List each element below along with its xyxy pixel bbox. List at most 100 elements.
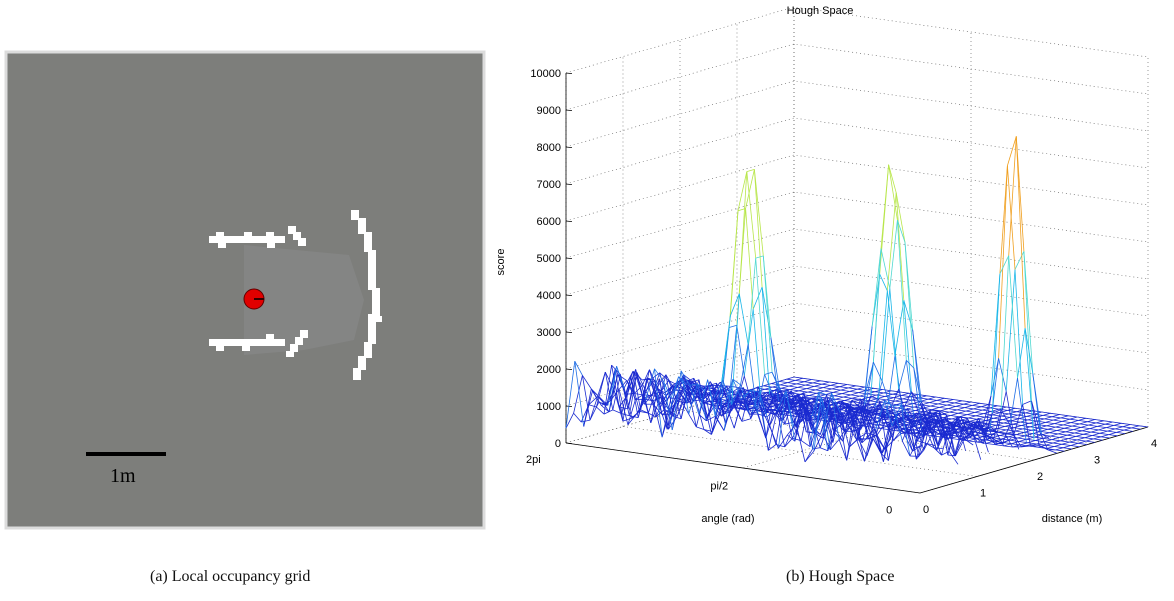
surface-edge (971, 430, 982, 460)
surface-edge (923, 433, 934, 451)
surface-edge (965, 408, 974, 412)
surface-edge (960, 416, 970, 436)
surface-edge (640, 409, 649, 414)
surface-edge (604, 372, 614, 410)
surface-edge (964, 405, 973, 408)
surface-edge (885, 355, 896, 418)
surface-edge (821, 396, 831, 450)
surface-edge (745, 208, 754, 310)
surface-edge (846, 420, 856, 461)
surface-edge (698, 413, 707, 422)
occupancy-grid-image: 1m (4, 50, 486, 530)
surface-edge (884, 400, 893, 427)
surface-edge (1071, 423, 1080, 427)
surface-edge (1079, 421, 1088, 425)
surface-edge (651, 395, 661, 398)
surface-edge (1015, 430, 1025, 433)
surface-edge (811, 379, 821, 382)
surface-edge (702, 397, 712, 435)
surface-edge (807, 391, 817, 394)
surface-edge (689, 379, 700, 384)
surface-edge (752, 286, 763, 310)
surface-edge (874, 381, 883, 409)
wall-segment-right (368, 314, 376, 344)
surface-edge (1044, 416, 1053, 420)
surface-edge (1030, 444, 1040, 446)
surface-edge (830, 385, 840, 388)
surface-edge (1087, 421, 1097, 424)
surface-edge (974, 409, 983, 413)
surface-edge (977, 441, 987, 444)
surface-edge (712, 412, 721, 432)
surface-edge (1116, 432, 1126, 434)
surface-edge (944, 397, 954, 400)
surface-edge (1107, 430, 1117, 433)
surface-edge (1039, 432, 1049, 451)
surface-edge (684, 377, 694, 383)
surface-edge (1078, 417, 1087, 421)
surface-edge (1083, 431, 1092, 435)
surface-edge (651, 378, 660, 396)
surface-edge (864, 326, 873, 398)
surface-edge (723, 379, 734, 431)
occupied-cells (209, 210, 382, 380)
surface-edge (731, 387, 740, 393)
surface-edge (751, 406, 761, 414)
wall-segment-bottom-diag (290, 344, 298, 352)
surface-edge (936, 397, 945, 401)
surface-edge (804, 381, 813, 384)
surface-edge (828, 406, 837, 423)
surface-edge (1007, 432, 1017, 435)
surface-edge (625, 370, 634, 395)
surface-edge (918, 443, 927, 457)
surface-edge (1000, 255, 1010, 410)
surface-edge (1011, 418, 1020, 422)
grid-line-z (565, 117, 1149, 185)
surface-edge (803, 404, 813, 449)
surface-edge (766, 411, 777, 416)
surface-edge (843, 394, 852, 398)
surface-edge (731, 293, 740, 406)
angle-tick-label: 0 (886, 505, 892, 517)
surface-edge (1123, 429, 1133, 432)
surface-edge (760, 393, 770, 401)
surface-edge (884, 400, 894, 407)
surface-edge (1121, 422, 1131, 425)
surface-edge (947, 431, 956, 440)
surface-edge (948, 451, 959, 465)
grid-line-z (565, 154, 1149, 222)
surface-edge (891, 390, 901, 393)
surface-edge (763, 385, 773, 388)
surface-edge (746, 169, 755, 172)
surface-edge (812, 382, 822, 385)
surface-edge (1020, 421, 1030, 424)
surface-edge (905, 403, 913, 407)
surface-edge (789, 401, 799, 410)
surface-edge (848, 387, 858, 390)
surface-edge (1022, 400, 1032, 405)
surface-edge (733, 396, 744, 429)
surface-edge (1013, 434, 1022, 448)
surface-edge (920, 401, 930, 403)
surface-edge (1047, 428, 1057, 431)
surface-edge (809, 409, 819, 415)
surface-edge (1055, 447, 1064, 451)
surface-edge (706, 415, 716, 422)
surface-edge (911, 391, 921, 404)
surface-edge (847, 420, 856, 426)
surface-edge (838, 424, 849, 440)
surface-edge (838, 382, 848, 385)
surface-edge (711, 391, 720, 410)
surface-edge (976, 439, 985, 443)
surface-edge (880, 164, 889, 249)
surface-edge (1035, 437, 1044, 441)
surface-edge (1084, 435, 1093, 439)
surface-edge (879, 274, 888, 291)
surface-edge (1042, 437, 1052, 440)
surface-edge (716, 417, 725, 431)
surface-edge (689, 383, 698, 386)
surface-edge (588, 404, 597, 408)
surface-edge (862, 407, 872, 435)
surface-edge (922, 407, 932, 410)
surface-edge (860, 398, 870, 419)
